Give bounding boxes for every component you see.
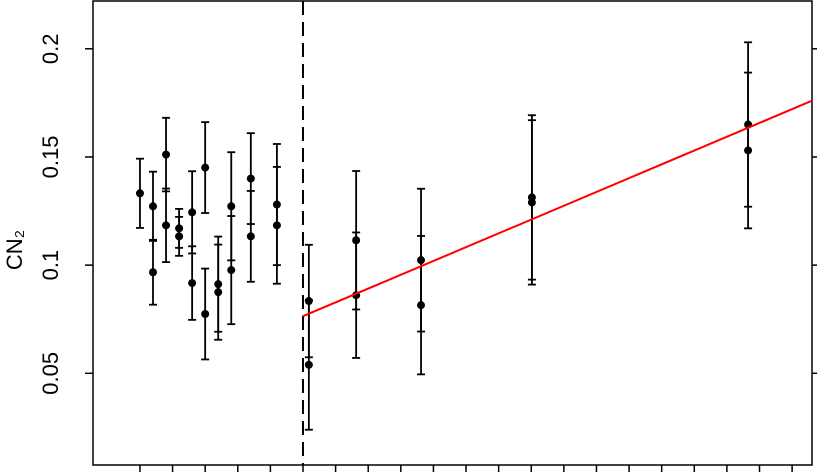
point	[272, 221, 281, 230]
point	[135, 189, 144, 198]
point	[148, 202, 157, 211]
point	[246, 174, 255, 183]
point	[227, 266, 236, 275]
point	[527, 198, 536, 207]
point	[246, 232, 255, 241]
point	[188, 279, 197, 288]
plot-frame	[92, 0, 813, 466]
point	[304, 360, 313, 369]
y-axis-label: CN₂	[2, 230, 27, 270]
point	[744, 146, 753, 155]
point	[417, 301, 426, 310]
y-tick-label: 0.2	[38, 34, 63, 65]
fit-line	[302, 99, 813, 318]
point	[188, 208, 197, 217]
y-tick-label: 0.15	[38, 136, 63, 179]
y-tick-label: 0.1	[38, 250, 63, 281]
point	[201, 163, 210, 172]
point	[148, 268, 157, 277]
point	[175, 232, 184, 241]
point	[162, 221, 171, 230]
point	[201, 310, 210, 319]
point	[162, 150, 171, 159]
point	[227, 202, 236, 211]
point	[214, 288, 223, 297]
y-tick-label: 0.05	[38, 352, 63, 395]
